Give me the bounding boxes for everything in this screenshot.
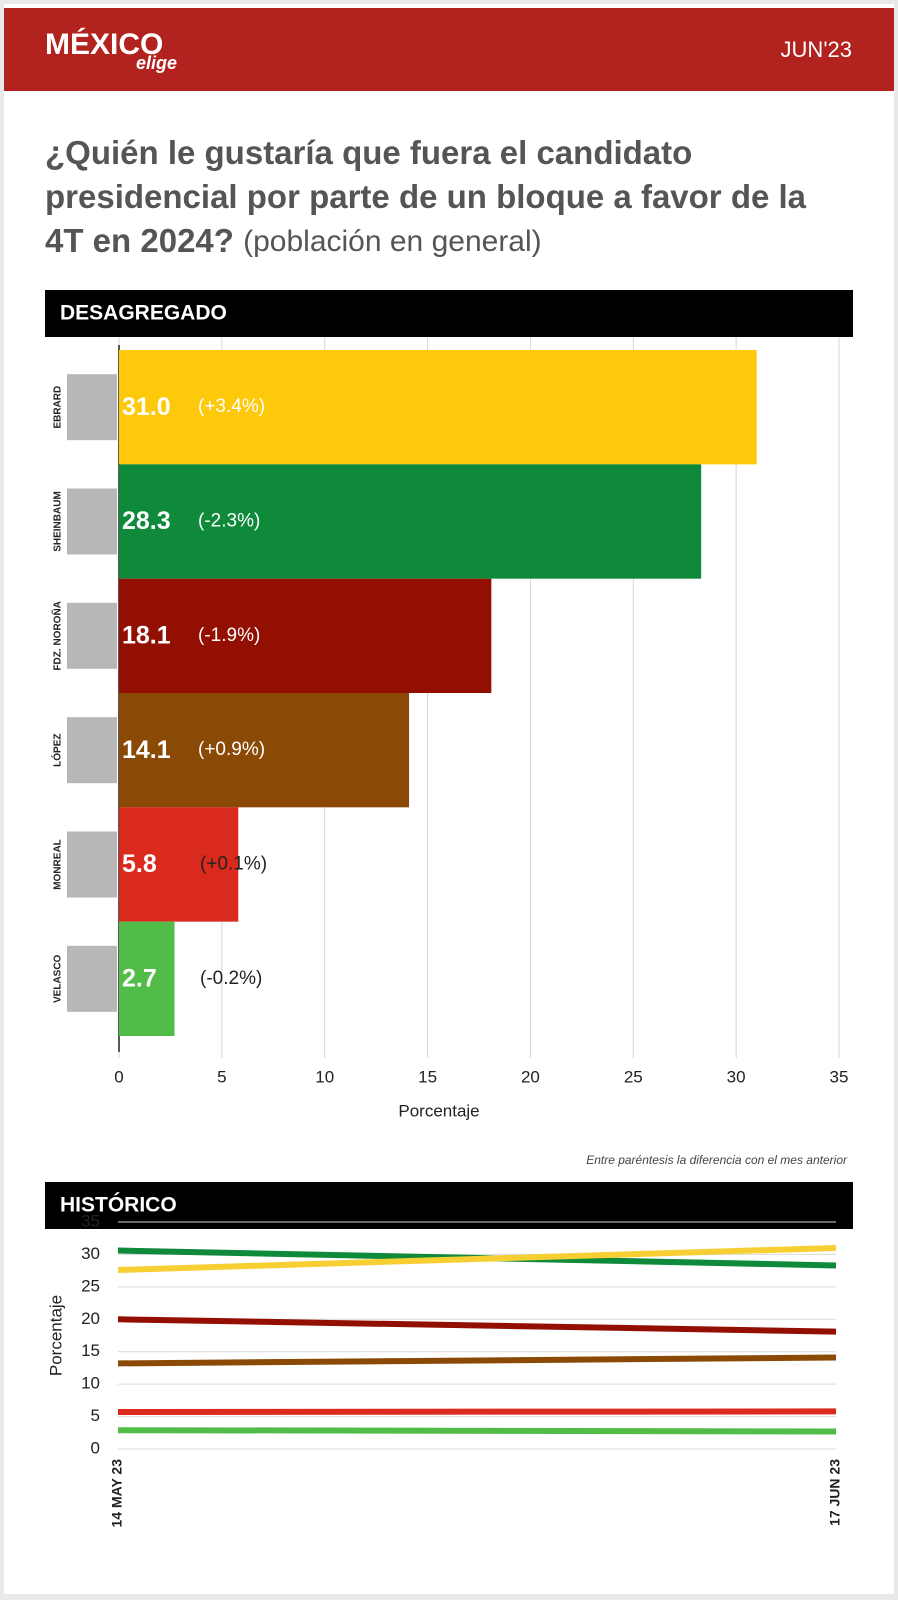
y-tick-label: 5 — [91, 1406, 100, 1425]
category-label: SHEINBAUM — [53, 491, 64, 552]
y-tick-label: 35 — [81, 1211, 100, 1230]
bar — [119, 921, 175, 1036]
section-title: DESAGREGADO — [60, 302, 227, 325]
photo — [67, 945, 117, 1012]
y-tick-label: 10 — [81, 1374, 100, 1393]
category-label: MONREAL — [53, 839, 64, 890]
x-tick-label: 5 — [217, 1067, 226, 1086]
category-label: VELASCO — [53, 954, 64, 1003]
x-tick-label: 15 — [418, 1067, 437, 1086]
change-label: (-1.9%) — [198, 625, 260, 646]
category-label: EBRARD — [53, 386, 64, 429]
value-label: 14.1 — [122, 736, 171, 764]
y-tick-label: 25 — [81, 1276, 100, 1295]
section-band — [45, 290, 853, 337]
x-tick-label: 30 — [727, 1067, 746, 1086]
y-axis-label: Porcentaje — [46, 1295, 65, 1376]
header-band — [4, 8, 894, 91]
bar — [119, 693, 410, 808]
series-line — [117, 1427, 837, 1435]
photo — [67, 488, 117, 555]
title: ¿Quién le gustaría que fuera el candidat… — [45, 134, 807, 259]
change-label: (+0.1%) — [200, 854, 267, 875]
series-line — [117, 1408, 837, 1416]
subtitle: (población en general) — [243, 225, 542, 258]
note: Entre paréntesis la diferencia con el me… — [586, 1153, 848, 1167]
bar — [119, 464, 702, 579]
y-tick-label: 0 — [91, 1438, 100, 1457]
x-tick-label: 20 — [521, 1067, 540, 1086]
logo-main: MÉXICO — [45, 27, 163, 61]
photo — [67, 717, 117, 784]
section-title: HISTÓRICO — [60, 1193, 177, 1217]
category-label: LÓPEZ — [51, 733, 64, 766]
change-label: (+0.9%) — [198, 739, 265, 760]
x-tick-label: 10 — [315, 1067, 334, 1086]
y-tick-label: 15 — [81, 1341, 100, 1360]
x-tick-label: 0 — [114, 1067, 123, 1086]
category-label: FDZ. NOROÑA — [51, 601, 64, 670]
header-date: JUN'23 — [781, 37, 852, 62]
bar — [119, 578, 492, 693]
series-line — [117, 1316, 837, 1335]
value-label: 2.7 — [122, 964, 157, 992]
value-label: 31.0 — [122, 393, 171, 421]
y-tick-label: 20 — [81, 1309, 100, 1328]
bar — [119, 350, 757, 465]
x-axis-label: Porcentaje — [398, 1101, 479, 1120]
change-label: (+3.4%) — [198, 396, 265, 417]
bar — [119, 807, 239, 922]
change-label: (-0.2%) — [200, 968, 262, 989]
x-tick-label: 35 — [830, 1067, 849, 1086]
x-tick-label: 17 JUN 23 — [827, 1459, 843, 1526]
value-label: 5.8 — [122, 850, 157, 878]
x-tick-label: 25 — [624, 1067, 643, 1086]
logo-sub: elige — [136, 53, 177, 73]
change-label: (-2.3%) — [198, 511, 260, 532]
series-line — [117, 1244, 837, 1273]
y-tick-label: 30 — [81, 1244, 100, 1263]
section-band — [45, 1182, 853, 1229]
photo — [67, 831, 117, 898]
series-line — [117, 1354, 837, 1367]
value-label: 18.1 — [122, 621, 171, 649]
photo — [67, 374, 117, 441]
x-tick-label: 14 MAY 23 — [109, 1459, 125, 1528]
photo — [67, 602, 117, 669]
value-label: 28.3 — [122, 507, 171, 535]
